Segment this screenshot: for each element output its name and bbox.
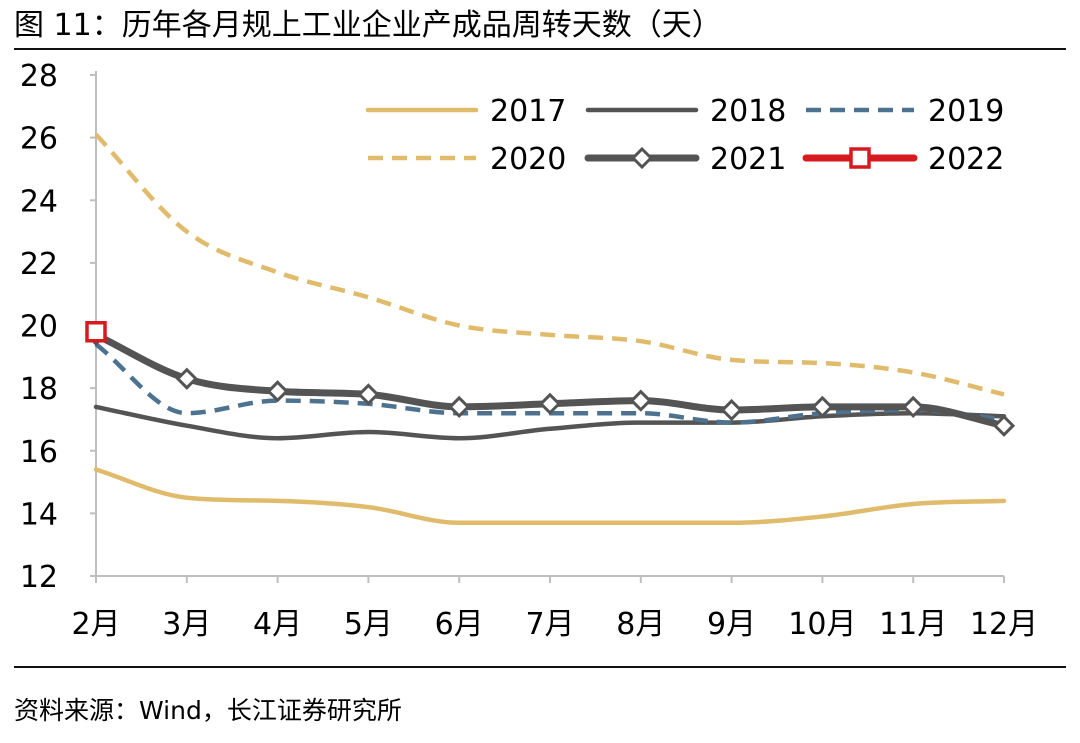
source-note: 资料来源：Wind，长江证券研究所 xyxy=(14,696,402,725)
data-point-2021-6- xyxy=(448,395,471,419)
legend-item-2017: 2017 xyxy=(365,94,566,129)
x-tick-label-6-: 6月 xyxy=(435,607,484,642)
chart-legend: 2017 2018 2019 2020 2021 2022 xyxy=(365,94,1004,177)
y-tick-label-26: 26 xyxy=(20,122,58,157)
source-divider xyxy=(14,666,1066,668)
data-point-2022-2- xyxy=(85,321,107,343)
x-tick-label-4-: 4月 xyxy=(253,607,302,642)
series-line-2017 xyxy=(93,467,1007,526)
data-point-2021-8- xyxy=(629,389,652,412)
x-tick-label-5-: 5月 xyxy=(344,607,393,642)
legend-item-2021: 2021 xyxy=(584,142,786,177)
legend-label-2019: 2019 xyxy=(928,94,1004,129)
x-tick-label-11-: 11月 xyxy=(879,607,947,642)
series-line-2018 xyxy=(93,404,1007,441)
x-tick-label-3-: 3月 xyxy=(162,607,211,642)
y-tick-label-16: 16 xyxy=(20,435,58,470)
legend-item-2018: 2018 xyxy=(585,94,786,129)
figure-title: 图 11：历年各月规上工业企业产成品周转天数（天） xyxy=(14,8,722,43)
legend-label-2017: 2017 xyxy=(490,94,566,129)
legend-label-2021: 2021 xyxy=(710,142,786,177)
legend-label-2022: 2022 xyxy=(928,142,1004,177)
x-tick-label-2-: 2月 xyxy=(71,607,120,642)
data-point-2021-7- xyxy=(538,392,562,415)
legend-item-2019: 2019 xyxy=(806,94,1004,129)
x-tick-label-9-: 9月 xyxy=(707,607,756,642)
legend-marker-2021 xyxy=(630,146,654,170)
x-tick-label-7-: 7月 xyxy=(525,607,574,642)
y-tick-label-28: 28 xyxy=(20,59,58,94)
data-point-2021-9- xyxy=(720,398,743,422)
y-tick-label-18: 18 xyxy=(20,372,58,407)
title-divider xyxy=(14,48,1066,50)
data-point-2021-10- xyxy=(811,395,834,419)
series-layer xyxy=(84,132,1016,526)
series-line-2020 xyxy=(94,132,1005,397)
legend-label-2018: 2018 xyxy=(710,94,786,129)
x-tick-label-8-: 8月 xyxy=(616,607,665,642)
y-tick-label-20: 20 xyxy=(20,310,58,345)
y-tick-label-24: 24 xyxy=(20,184,58,219)
data-point-2021-11- xyxy=(902,395,925,419)
data-point-2021-12- xyxy=(992,414,1016,437)
y-tick-label-22: 22 xyxy=(20,247,58,282)
data-point-2021-5- xyxy=(357,383,380,406)
x-tick-label-10-: 10月 xyxy=(788,607,856,642)
y-tick-label-14: 14 xyxy=(20,497,58,532)
legend-item-2022: 2022 xyxy=(802,142,1004,177)
x-tick-label-12-: 12月 xyxy=(970,607,1038,642)
legend-label-2020: 2020 xyxy=(490,142,566,177)
data-point-2021-3- xyxy=(175,367,198,390)
data-point-2021-4- xyxy=(266,380,289,403)
legend-marker-2022 xyxy=(849,147,871,169)
legend-item-2020: 2020 xyxy=(368,142,566,177)
y-tick-label-12: 12 xyxy=(20,560,58,595)
